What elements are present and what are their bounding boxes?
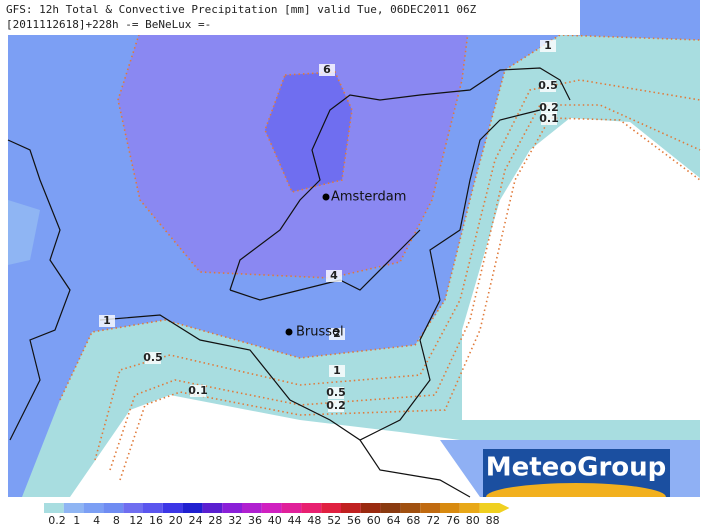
legend-label: 80 xyxy=(466,514,480,527)
legend-label: 52 xyxy=(327,514,341,527)
map-area xyxy=(7,0,701,498)
contour-label: 0.5 xyxy=(326,386,346,399)
legend-swatch xyxy=(341,503,361,513)
legend-label: 56 xyxy=(347,514,361,527)
band-west xyxy=(8,200,40,265)
legend-label: 76 xyxy=(446,514,460,527)
contour xyxy=(59,34,701,401)
contour-label-bg xyxy=(328,387,344,399)
legend-swatch xyxy=(301,503,322,513)
contour-label: 0.5 xyxy=(143,351,163,364)
legend-swatch xyxy=(202,503,223,513)
legend-swatch xyxy=(281,503,302,513)
band-6 xyxy=(265,72,352,192)
legend-label: 68 xyxy=(406,514,420,527)
contour-label: 0.1 xyxy=(539,112,559,125)
contour-label-bg xyxy=(99,315,115,327)
contour-label-bg xyxy=(145,352,161,364)
no-precip-south xyxy=(70,395,480,497)
city-dot xyxy=(285,328,293,336)
legend-label: 12 xyxy=(129,514,143,527)
legend-label: 60 xyxy=(367,514,381,527)
contour-label: 0.1 xyxy=(188,384,208,397)
legend-swatch xyxy=(242,503,262,513)
contour-label-bg xyxy=(326,270,342,282)
legend-swatch xyxy=(360,503,381,513)
legend-swatch xyxy=(63,503,84,513)
header-box xyxy=(0,0,580,35)
legend-swatch xyxy=(103,503,124,513)
contour-label: 0.5 xyxy=(538,79,558,92)
border xyxy=(99,109,541,441)
legend-label: 48 xyxy=(307,514,321,527)
legend-label: 28 xyxy=(208,514,222,527)
logo-text: MeteoGroup xyxy=(486,453,667,483)
legend-swatch xyxy=(222,503,242,513)
legend-swatch xyxy=(162,503,183,513)
legend-label: 8 xyxy=(113,514,120,527)
contour-label: 1 xyxy=(544,39,552,52)
city-dot xyxy=(322,193,330,201)
contour-label: 6 xyxy=(323,63,331,76)
legend-label: 40 xyxy=(268,514,282,527)
legend-label: 44 xyxy=(288,514,302,527)
contour-label: 4 xyxy=(330,269,338,282)
coastline xyxy=(7,139,71,441)
contour-label: 1 xyxy=(333,364,341,377)
legend-swatch xyxy=(143,503,163,513)
legend-swatch xyxy=(479,503,510,513)
legend-label: 0.2 xyxy=(48,514,66,527)
legend-label: 32 xyxy=(228,514,242,527)
header-line: GFS: 12h Total & Convective Precipitatio… xyxy=(6,3,477,16)
contour-label-bg xyxy=(328,400,344,412)
legend-label: 1 xyxy=(73,514,80,527)
contour xyxy=(109,104,701,471)
contour-label: 2 xyxy=(333,327,341,340)
contour-label-bg xyxy=(329,365,345,377)
legend-label: 36 xyxy=(248,514,262,527)
city-label: Amsterdam xyxy=(331,190,406,205)
contour-label-bg xyxy=(190,385,206,397)
legend-label: 88 xyxy=(486,514,500,527)
legend-swatch xyxy=(123,503,143,513)
legend-swatch xyxy=(44,503,64,513)
legend-swatch xyxy=(420,503,440,513)
contour-label: 0.2 xyxy=(539,101,559,114)
legend-swatch xyxy=(321,503,341,513)
legend-swatch xyxy=(182,503,203,513)
logo: MeteoGroup xyxy=(483,449,670,511)
legend-swatch xyxy=(380,503,401,513)
legend-swatch xyxy=(400,503,421,513)
legend-label: 16 xyxy=(149,514,163,527)
legend-label: 64 xyxy=(387,514,401,527)
city-label: Brussel xyxy=(296,325,344,340)
contour-label-bg xyxy=(329,328,345,340)
legend-label: 72 xyxy=(426,514,440,527)
legend-swatch xyxy=(459,503,480,513)
coastline xyxy=(229,67,571,291)
contour-label: 0.2 xyxy=(326,399,346,412)
contour xyxy=(94,79,701,461)
legend-swatch xyxy=(440,503,460,513)
border xyxy=(359,439,471,498)
no-precip-east xyxy=(462,118,700,420)
legend-label: 20 xyxy=(169,514,183,527)
contour-label-bg xyxy=(541,102,557,114)
legend-label: 4 xyxy=(93,514,100,527)
contour-label-bg xyxy=(319,64,335,76)
contour-label-bg xyxy=(540,80,556,92)
contour-label: 1 xyxy=(103,314,111,327)
logo-mask xyxy=(483,497,670,511)
legend-swatch xyxy=(261,503,282,513)
contour-label-bg xyxy=(541,113,557,125)
header-line: [2011112618]+228h -= BeNeLux =- xyxy=(6,18,211,31)
legend-swatch xyxy=(83,503,104,513)
legend-label: 24 xyxy=(189,514,203,527)
contour-label-bg xyxy=(540,40,556,52)
